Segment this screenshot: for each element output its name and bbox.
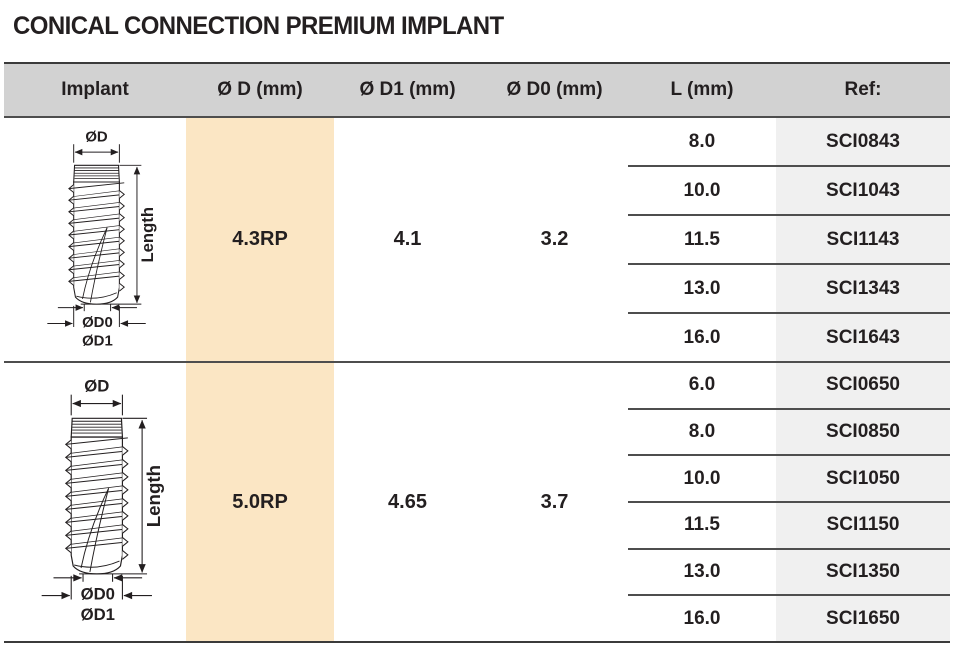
table-row: 10.0 SCI1043 bbox=[628, 167, 950, 216]
length-ref-list: 8.0 SCI0843 10.0 SCI1043 11.5 SCI1143 13… bbox=[628, 118, 950, 361]
d1-value: 4.1 bbox=[393, 228, 422, 250]
table-row: 16.0 SCI1650 bbox=[628, 596, 950, 642]
header-ref: Ref: bbox=[844, 79, 882, 100]
ref-value: SCI0850 bbox=[776, 409, 950, 455]
header-implant: Implant bbox=[61, 79, 129, 100]
length-value: 16.0 bbox=[683, 607, 721, 629]
ref-value: SCI1050 bbox=[776, 456, 950, 502]
ref-value: SCI1650 bbox=[776, 596, 950, 642]
diagram-d0-label: ØD0 bbox=[81, 584, 115, 603]
implant-diagram: ØD Length ØD0 ØD1 bbox=[20, 377, 164, 624]
ref-value: SCI0650 bbox=[776, 363, 950, 408]
d-value: 5.0RP bbox=[186, 363, 334, 641]
table-row: 11.5 SCI1143 bbox=[628, 216, 950, 265]
table-row: 11.5 SCI1150 bbox=[628, 503, 950, 550]
diagram-d-label: ØD bbox=[84, 377, 109, 396]
table-row: 16.0 SCI1643 bbox=[628, 314, 950, 361]
implant-table: Implant Ø D (mm) Ø D1 (mm) Ø D0 (mm) L (… bbox=[4, 62, 950, 643]
diagram-d1-label: ØD1 bbox=[82, 332, 113, 349]
d-value: 4.3RP bbox=[186, 118, 334, 361]
table-row: 10.0 SCI1050 bbox=[628, 456, 950, 504]
ref-value: SCI1343 bbox=[776, 265, 950, 312]
implant-diagram: ØD Length ØD0 ØD1 bbox=[28, 128, 157, 349]
length-ref-list: 6.0 SCI0650 8.0 SCI0850 10.0 SCI1050 11.… bbox=[628, 363, 950, 642]
length-value: 16.0 bbox=[683, 326, 721, 348]
length-value: 13.0 bbox=[683, 277, 721, 299]
length-value: 10.0 bbox=[683, 179, 721, 201]
length-value: 6.0 bbox=[688, 374, 716, 396]
ref-value: SCI1143 bbox=[776, 216, 950, 263]
table-row: 8.0 SCI0843 bbox=[628, 118, 950, 167]
implant-group-4-3rp: ØD Length ØD0 ØD1 4.3RP 4.1 3.2 8.0 SCI0… bbox=[4, 118, 950, 361]
diagram-length-label: Length bbox=[143, 465, 164, 527]
table-header-row: Implant Ø D (mm) Ø D1 (mm) Ø D0 (mm) L (… bbox=[4, 64, 950, 118]
length-value: 8.0 bbox=[688, 421, 716, 442]
header-d1: Ø D1 (mm) bbox=[359, 79, 456, 100]
table-row: 13.0 SCI1343 bbox=[628, 265, 950, 314]
table-row: 13.0 SCI1350 bbox=[628, 549, 950, 597]
header-d: Ø D (mm) bbox=[217, 79, 303, 100]
length-value: 11.5 bbox=[684, 228, 720, 250]
header-l: L (mm) bbox=[670, 79, 734, 100]
ref-value: SCI0843 bbox=[776, 118, 950, 165]
length-value: 13.0 bbox=[683, 561, 721, 583]
implant-diagram-cell: ØD Length ØD0 ØD1 bbox=[4, 118, 186, 361]
diagram-d1-label: ØD1 bbox=[81, 605, 115, 624]
d0-value: 3.7 bbox=[540, 490, 569, 513]
ref-value: SCI1643 bbox=[776, 314, 950, 361]
header-d0: Ø D0 (mm) bbox=[506, 79, 603, 100]
table-row: 8.0 SCI0850 bbox=[628, 409, 950, 457]
ref-value: SCI1043 bbox=[776, 167, 950, 214]
diagram-d0-label: ØD0 bbox=[82, 313, 113, 330]
implant-group-5-0rp: ØD Length ØD0 ØD1 5.0RP 4.65 3.7 6.0 SCI… bbox=[4, 361, 950, 642]
ref-value: SCI1150 bbox=[776, 503, 950, 548]
implant-diagram-cell: ØD Length ØD0 ØD1 bbox=[4, 363, 186, 641]
table-row: 6.0 SCI0650 bbox=[628, 363, 950, 410]
length-value: 8.0 bbox=[688, 130, 716, 152]
d1-value: 4.65 bbox=[388, 490, 427, 513]
length-value: 11.5 bbox=[684, 514, 720, 536]
diagram-d-label: ØD bbox=[86, 128, 109, 145]
diagram-length-label: Length bbox=[138, 206, 157, 262]
ref-value: SCI1350 bbox=[776, 549, 950, 595]
length-value: 10.0 bbox=[683, 467, 721, 489]
d0-value: 3.2 bbox=[540, 228, 569, 250]
page-title: CONICAL CONNECTION PREMIUM IMPLANT bbox=[13, 12, 504, 40]
